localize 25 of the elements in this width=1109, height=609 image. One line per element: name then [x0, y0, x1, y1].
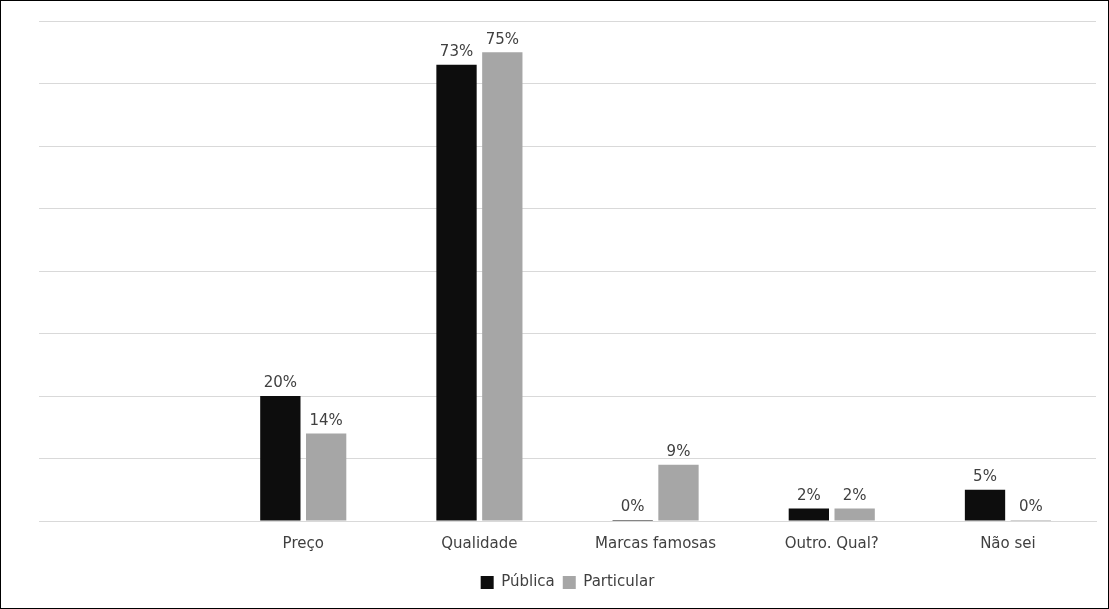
x-tick-label: Preço [282, 533, 324, 552]
bar [834, 508, 875, 521]
data-label: 20% [263, 373, 298, 392]
x-tick-label: Qualidade [441, 533, 518, 552]
data-label: 5% [973, 467, 997, 486]
data-label: 75% [485, 29, 519, 48]
x-tick-label: Outro. Qual? [784, 533, 879, 552]
data-label: 14% [309, 410, 343, 429]
bar [482, 52, 523, 521]
legend-label: Particular [583, 572, 656, 591]
legend-label: Pública [501, 572, 555, 591]
bar [260, 396, 301, 521]
bar [964, 489, 1006, 521]
bar [788, 508, 829, 521]
data-label: 73% [439, 42, 474, 61]
data-label: 2% [796, 485, 821, 504]
data-label: 2% [842, 485, 867, 504]
bar [306, 433, 347, 521]
x-tick-label: Não sei [980, 533, 1036, 552]
x-tick-label: Marcas famosas [595, 533, 717, 552]
bar [658, 464, 699, 521]
data-label: 0% [620, 497, 645, 516]
bar [436, 64, 477, 521]
data-label: 0% [1018, 497, 1043, 516]
data-label: 9% [666, 442, 691, 461]
